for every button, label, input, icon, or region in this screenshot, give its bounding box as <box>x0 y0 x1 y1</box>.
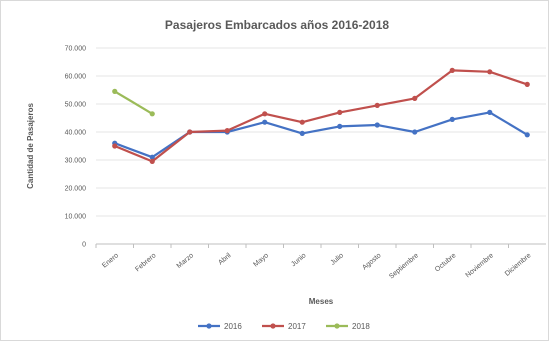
series-line <box>114 111 528 159</box>
y-tick-label: 20.000 <box>65 186 87 193</box>
x-tick-label: Febrero <box>134 252 157 273</box>
legend-item: 2016 <box>198 322 242 331</box>
legend-label: 2018 <box>352 322 370 331</box>
data-point <box>262 111 268 117</box>
y-tick-label: 50.000 <box>65 102 87 109</box>
data-point <box>224 128 230 134</box>
legend-marker <box>270 323 276 329</box>
x-tick-label: Marzo <box>176 252 195 270</box>
data-point <box>112 143 118 149</box>
legend-item: 2017 <box>262 322 306 331</box>
y-tick-label: 30.000 <box>65 158 87 165</box>
x-tick-label: Mayo <box>252 252 270 268</box>
x-tick-label: Abril <box>217 252 233 267</box>
y-tick-label: 60.000 <box>65 74 87 81</box>
legend: 2016 2017 2018 <box>198 322 370 331</box>
legend-item: 2018 <box>326 322 370 331</box>
data-point <box>337 109 343 115</box>
x-tick-label: Julio <box>330 252 346 267</box>
x-tick-label: Septiembre <box>388 252 420 280</box>
y-tick-label: 40.000 <box>65 130 87 137</box>
legend-label: 2017 <box>288 322 306 331</box>
gridlines <box>96 47 546 245</box>
data-point <box>524 132 530 138</box>
data-point <box>487 69 493 75</box>
data-point <box>374 122 380 128</box>
series-line <box>114 69 528 163</box>
data-point <box>149 158 155 164</box>
chart-title: Pasajeros Embarcados años 2016-2018 <box>165 18 389 32</box>
x-axis-label: Meses <box>309 297 334 306</box>
series-2017 <box>112 67 530 164</box>
data-point <box>449 67 455 73</box>
x-tick-label: Noviembre <box>465 252 496 279</box>
x-tick-label: Enero <box>101 252 120 269</box>
data-point <box>449 116 455 122</box>
data-point <box>412 95 418 101</box>
x-tick-label: Diciembre <box>504 252 533 278</box>
data-point <box>149 111 155 117</box>
x-tick-label: Junio <box>290 252 307 268</box>
data-point <box>149 154 155 160</box>
data-point <box>112 88 118 94</box>
data-point <box>487 109 493 115</box>
series-2018 <box>112 88 155 117</box>
data-point <box>337 123 343 129</box>
legend-label: 2016 <box>224 322 242 331</box>
legend-marker <box>334 323 340 329</box>
data-point <box>524 81 530 87</box>
data-point <box>374 102 380 108</box>
data-point <box>262 119 268 125</box>
y-tick-label: 70.000 <box>65 46 87 53</box>
y-axis-ticks: 0 10.000 20.000 30.000 40.000 50.000 60.000 70.… <box>65 46 87 249</box>
legend-marker <box>206 323 212 329</box>
data-point <box>412 129 418 135</box>
data-point <box>187 129 193 135</box>
series-lines <box>112 67 530 164</box>
y-tick-label: 0 <box>82 242 86 249</box>
data-point <box>299 119 305 125</box>
x-tick-label: Octubre <box>434 252 458 273</box>
series-line <box>114 90 153 115</box>
y-tick-label: 10.000 <box>65 214 87 221</box>
y-axis-label: Cantidad de Pasajeros <box>26 103 35 189</box>
data-point <box>299 130 305 136</box>
x-tick-label: Agosto <box>361 252 382 271</box>
x-axis-ticks: Enero Febrero Marzo Abril Mayo Junio Julio Agos… <box>95 244 533 281</box>
